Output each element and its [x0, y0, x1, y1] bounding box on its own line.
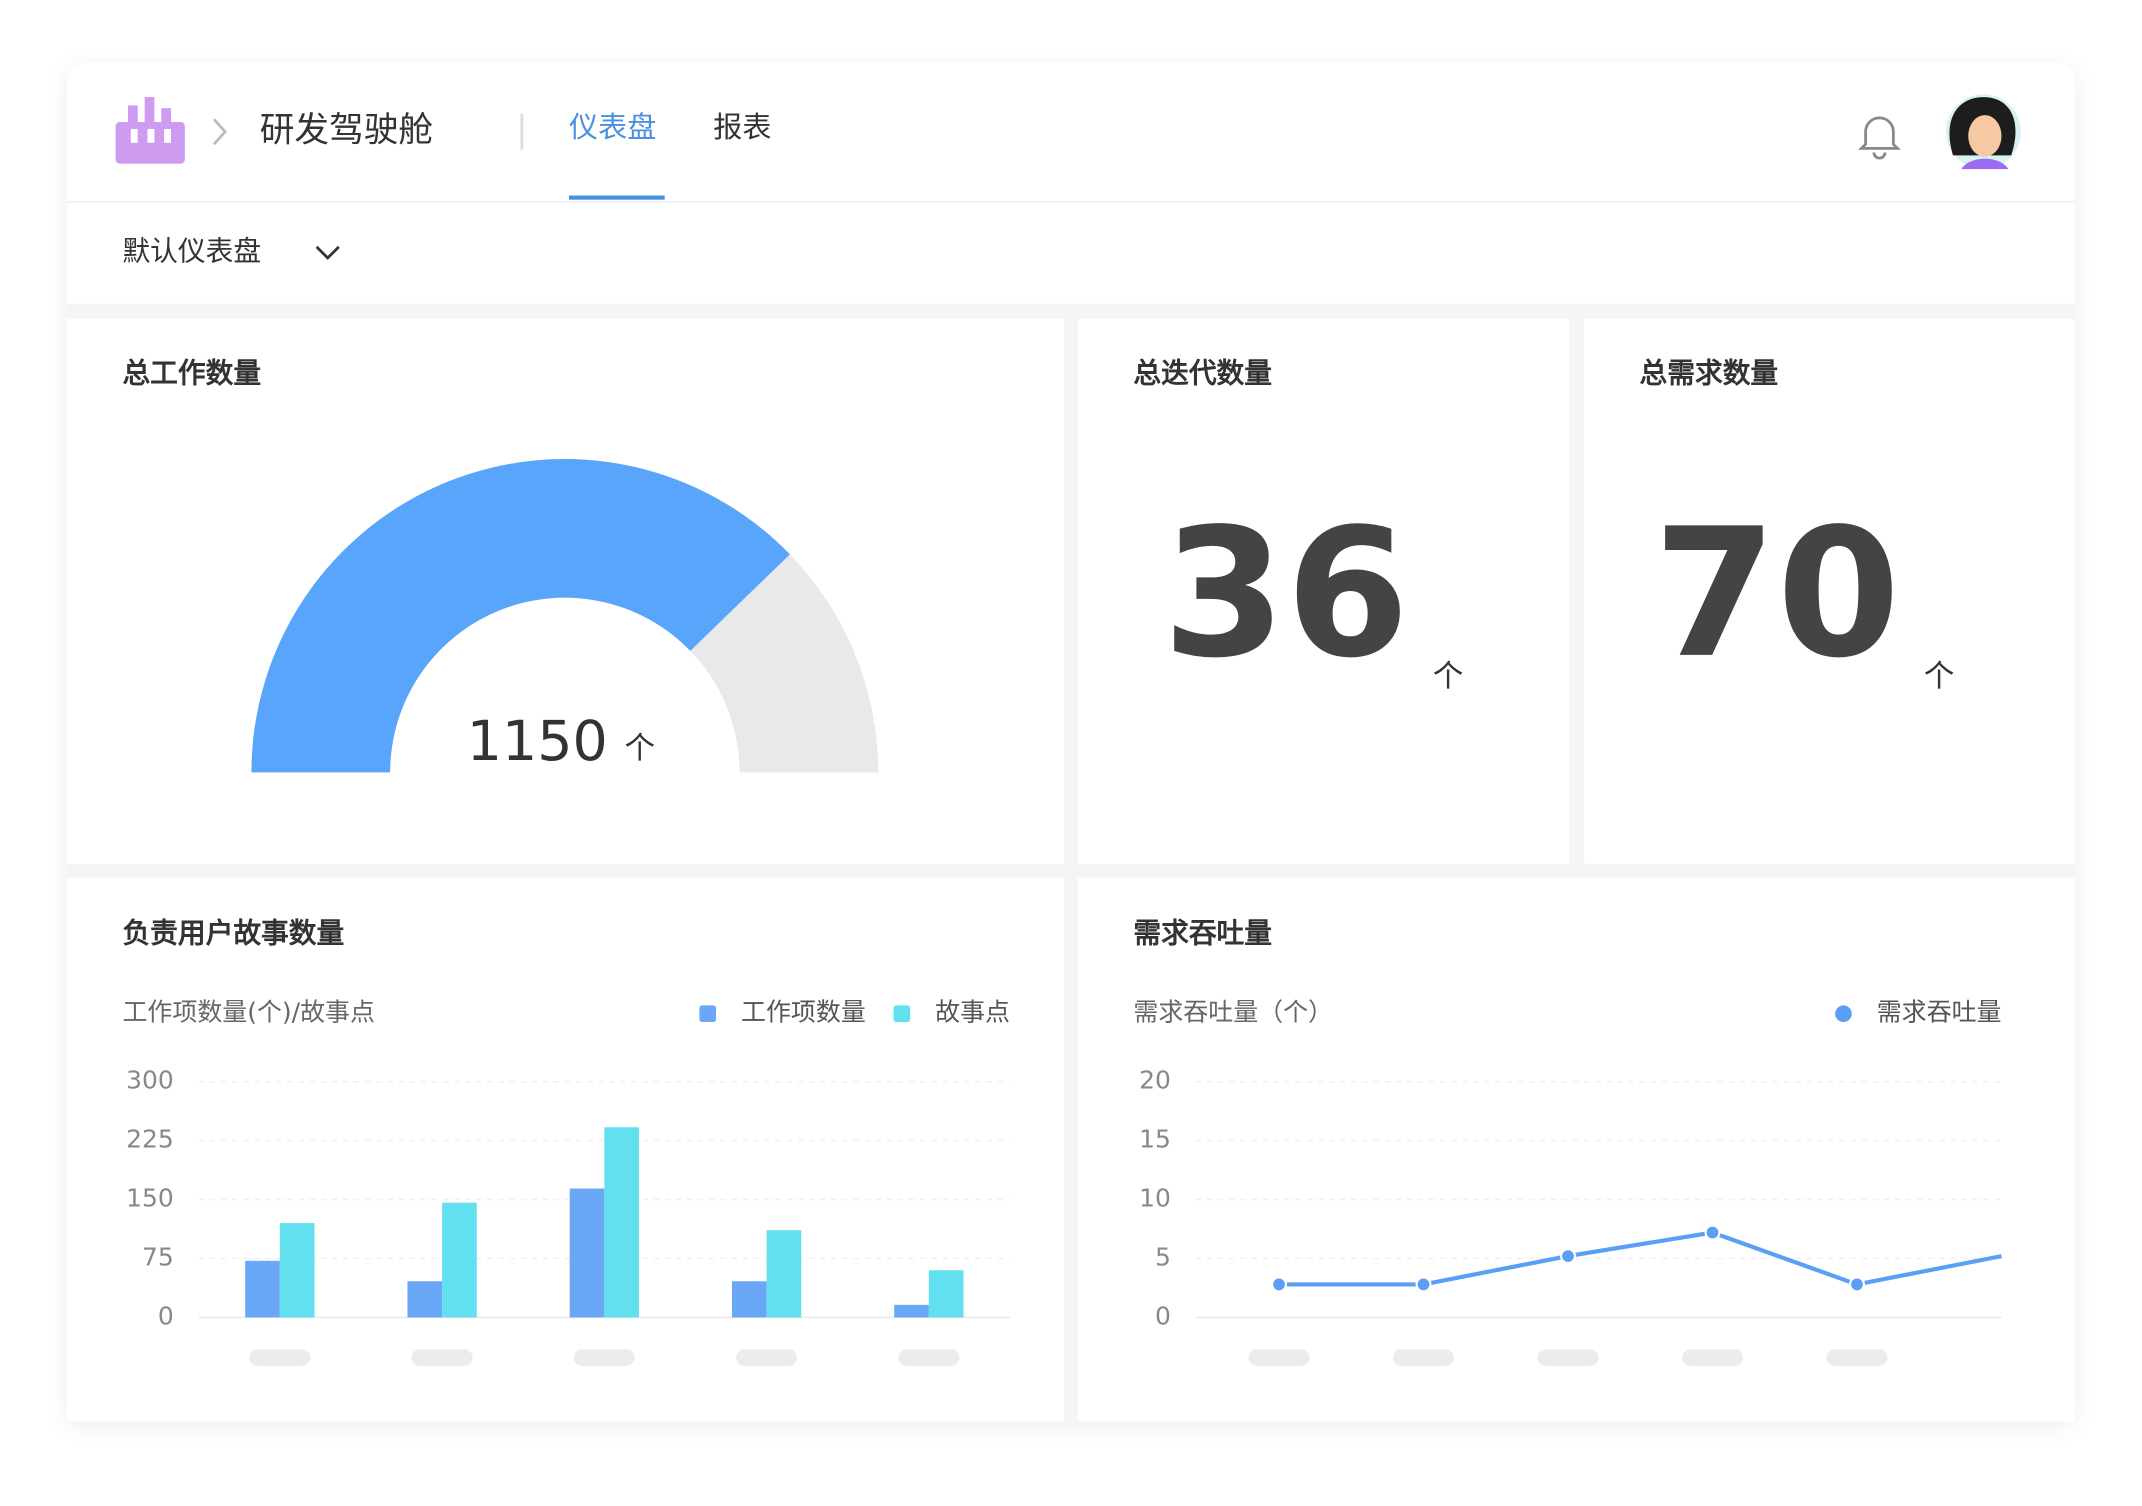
avatar[interactable] — [1946, 94, 2021, 170]
tab-underline — [569, 195, 665, 200]
y-tick-label: 0 — [158, 1301, 174, 1330]
x-label-placeholder — [898, 1349, 960, 1366]
card — [1077, 318, 1569, 864]
bar — [766, 1230, 802, 1318]
stat-value: 70 — [1653, 490, 1900, 697]
y-axis-label: 工作项数量(个)/故事点 — [122, 998, 374, 1027]
y-tick-label: 10 — [1139, 1184, 1171, 1213]
x-label-placeholder — [573, 1349, 635, 1366]
x-label-placeholder — [1248, 1349, 1310, 1366]
bar — [604, 1127, 640, 1318]
card — [1077, 877, 2075, 1422]
y-axis-label: 需求吞吐量（个） — [1133, 998, 1333, 1027]
bar — [894, 1304, 929, 1318]
gauge-unit: 个 — [624, 732, 655, 767]
x-label-placeholder — [736, 1349, 798, 1366]
x-label-placeholder — [1681, 1349, 1744, 1366]
y-tick-label: 300 — [126, 1066, 174, 1095]
legend-label: 故事点 — [935, 998, 1010, 1027]
gauge-fill — [251, 459, 790, 773]
notification-bell[interactable] — [1858, 116, 1901, 160]
stat-unit: 个 — [1433, 660, 1464, 695]
selector-bar — [67, 202, 2075, 304]
bar — [731, 1281, 767, 1318]
bar — [928, 1270, 964, 1318]
y-tick-label: 5 — [1155, 1242, 1171, 1271]
y-tick-label: 150 — [126, 1184, 174, 1213]
tab[interactable]: 仪表盘 — [569, 110, 656, 144]
product-name: 研发驾驶舱 — [260, 111, 433, 151]
y-tick-label: 15 — [1139, 1125, 1171, 1154]
point — [1560, 1248, 1576, 1265]
dashboard-selector[interactable]: 默认仪表盘 — [122, 234, 261, 267]
stat-unit: 个 — [1924, 660, 1955, 695]
legend-label: 需求吞吐量 — [1877, 998, 2002, 1027]
legend-marker — [699, 1005, 717, 1023]
card — [67, 877, 1065, 1422]
point — [1415, 1276, 1432, 1293]
bar — [407, 1281, 443, 1318]
y-tick-label: 225 — [126, 1125, 174, 1154]
dropdown-chevron[interactable] — [315, 245, 340, 260]
y-tick-label: 75 — [142, 1242, 174, 1271]
y-tick-label: 20 — [1139, 1066, 1171, 1095]
bar — [245, 1260, 280, 1318]
x-label-placeholder — [1393, 1349, 1455, 1366]
point — [1271, 1276, 1287, 1293]
card-title: 总工作数量 — [122, 356, 261, 389]
tab[interactable]: 报表 — [713, 110, 771, 144]
x-label-placeholder — [1537, 1349, 1599, 1366]
breadcrumb-chevron — [212, 118, 227, 146]
chart-title: 负责用户故事数量 — [122, 917, 344, 950]
x-label-placeholder — [1826, 1349, 1888, 1366]
bar — [569, 1188, 605, 1318]
x-label-placeholder — [411, 1349, 473, 1366]
y-tick-label: 0 — [1155, 1301, 1171, 1330]
card — [1584, 318, 2075, 864]
bar — [279, 1223, 315, 1318]
gauge-value: 1150 — [467, 710, 608, 774]
chart-title: 需求吞吐量 — [1133, 917, 1272, 950]
card-title: 总需求数量 — [1640, 356, 1779, 389]
legend-marker — [893, 1005, 911, 1023]
legend-label: 工作项数量 — [741, 998, 866, 1027]
card-title: 总迭代数量 — [1133, 356, 1272, 389]
legend-marker — [1835, 1005, 1852, 1023]
logo — [115, 97, 185, 164]
point — [1704, 1224, 1721, 1241]
line — [1279, 1230, 2002, 1287]
stat-value: 36 — [1162, 490, 1409, 697]
point — [1849, 1276, 1865, 1293]
header-bar-fill — [67, 138, 2075, 202]
bar — [442, 1202, 477, 1318]
x-label-placeholder — [249, 1349, 311, 1366]
